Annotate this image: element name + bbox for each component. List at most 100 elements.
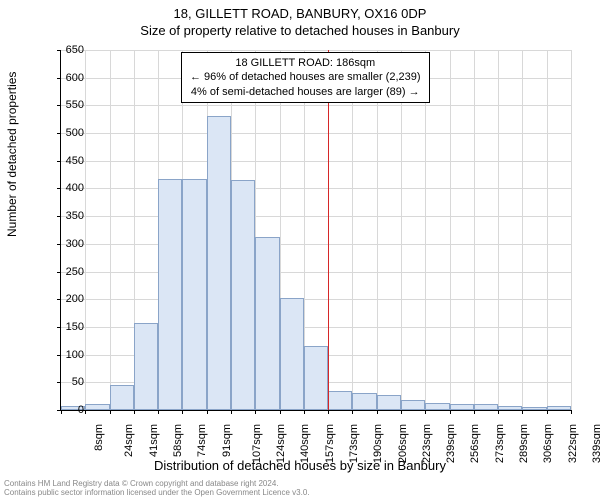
histogram-bar — [450, 404, 474, 410]
x-tick-mark — [401, 410, 402, 414]
grid-line-v — [401, 50, 402, 410]
grid-line-h — [61, 50, 571, 51]
histogram-bar — [425, 403, 449, 410]
grid-line-h — [61, 161, 571, 162]
x-tick-mark — [522, 410, 523, 414]
grid-line-v — [85, 50, 86, 410]
annotation-line2: ← 96% of detached houses are smaller (2,… — [190, 70, 421, 84]
histogram-bar — [474, 404, 498, 410]
x-tick-mark — [304, 410, 305, 414]
y-tick-mark — [57, 105, 61, 106]
title-main: 18, GILLETT ROAD, BANBURY, OX16 0DP — [0, 0, 600, 21]
histogram-bar — [304, 346, 328, 410]
x-tick-mark — [158, 410, 159, 414]
y-tick-mark — [57, 327, 61, 328]
annotation-line1: 18 GILLETT ROAD: 186sqm — [190, 56, 421, 70]
grid-line-h — [61, 105, 571, 106]
grid-line-v — [474, 50, 475, 410]
grid-line-v — [450, 50, 451, 410]
x-tick-mark — [110, 410, 111, 414]
grid-line-h — [61, 133, 571, 134]
x-tick-mark — [255, 410, 256, 414]
x-tick-mark — [207, 410, 208, 414]
y-tick-label: 200 — [66, 293, 84, 305]
y-tick-label: 300 — [66, 238, 84, 250]
x-tick-mark — [474, 410, 475, 414]
x-tick-label: 24sqm — [123, 424, 135, 457]
y-tick-mark — [57, 50, 61, 51]
y-tick-label: 450 — [66, 155, 84, 167]
x-tick-mark — [85, 410, 86, 414]
annotation-line3: 4% of semi-detached houses are larger (8… — [190, 85, 421, 99]
histogram-bar — [255, 237, 279, 410]
grid-line-v — [547, 50, 548, 410]
y-tick-label: 0 — [78, 404, 84, 416]
x-tick-mark — [450, 410, 451, 414]
x-tick-mark — [547, 410, 548, 414]
histogram-bar — [498, 406, 522, 410]
histogram-bar — [182, 179, 206, 411]
y-axis-label: Number of detached properties — [5, 72, 19, 237]
y-tick-label: 150 — [66, 321, 84, 333]
y-tick-label: 400 — [66, 182, 84, 194]
y-tick-mark — [57, 216, 61, 217]
y-tick-mark — [57, 244, 61, 245]
y-tick-mark — [57, 188, 61, 189]
histogram-bar — [207, 116, 231, 410]
y-tick-label: 550 — [66, 99, 84, 111]
title-sub: Size of property relative to detached ho… — [0, 21, 600, 38]
chart-container: 18, GILLETT ROAD, BANBURY, OX16 0DP Size… — [0, 0, 600, 500]
y-tick-mark — [57, 78, 61, 79]
y-tick-mark — [57, 161, 61, 162]
x-tick-mark — [425, 410, 426, 414]
grid-line-h — [61, 299, 571, 300]
x-tick-mark — [352, 410, 353, 414]
y-tick-label: 350 — [66, 210, 84, 222]
x-tick-mark — [328, 410, 329, 414]
y-tick-mark — [57, 133, 61, 134]
grid-line-v — [571, 50, 572, 410]
grid-line-v — [425, 50, 426, 410]
histogram-bar — [110, 385, 134, 410]
grid-line-h — [61, 188, 571, 189]
x-tick-mark — [377, 410, 378, 414]
x-tick-mark — [571, 410, 572, 414]
x-tick-mark — [498, 410, 499, 414]
x-tick-label: 91sqm — [221, 424, 233, 457]
x-axis-label: Distribution of detached houses by size … — [0, 458, 600, 473]
grid-line-v — [377, 50, 378, 410]
y-tick-label: 650 — [66, 44, 84, 56]
histogram-bar — [377, 395, 401, 410]
x-tick-mark — [61, 410, 62, 414]
grid-line-v — [352, 50, 353, 410]
y-tick-label: 600 — [66, 72, 84, 84]
y-tick-mark — [57, 272, 61, 273]
histogram-bar — [401, 400, 425, 410]
x-tick-label: 74sqm — [196, 424, 208, 457]
y-tick-mark — [57, 299, 61, 300]
y-tick-label: 250 — [66, 266, 84, 278]
x-tick-label: 41sqm — [148, 424, 160, 457]
grid-line-v — [498, 50, 499, 410]
y-tick-mark — [57, 382, 61, 383]
grid-line-v — [522, 50, 523, 410]
histogram-bar — [280, 298, 304, 410]
histogram-bar — [85, 404, 109, 410]
annotation-box: 18 GILLETT ROAD: 186sqm← 96% of detached… — [181, 52, 430, 103]
y-tick-label: 500 — [66, 127, 84, 139]
plot: 18 GILLETT ROAD: 186sqm← 96% of detached… — [60, 50, 571, 411]
histogram-bar — [134, 323, 158, 411]
histogram-bar — [328, 391, 352, 410]
grid-line-v — [110, 50, 111, 410]
histogram-bar — [231, 180, 255, 410]
x-tick-label: 8sqm — [93, 424, 105, 451]
x-tick-mark — [231, 410, 232, 414]
reference-line — [328, 50, 329, 410]
footer-line2: Contains public sector information licen… — [4, 489, 310, 498]
histogram-bar — [522, 407, 546, 410]
y-tick-mark — [57, 355, 61, 356]
x-tick-mark — [182, 410, 183, 414]
grid-line-h — [61, 272, 571, 273]
y-tick-label: 50 — [72, 376, 84, 388]
y-tick-label: 100 — [66, 349, 84, 361]
